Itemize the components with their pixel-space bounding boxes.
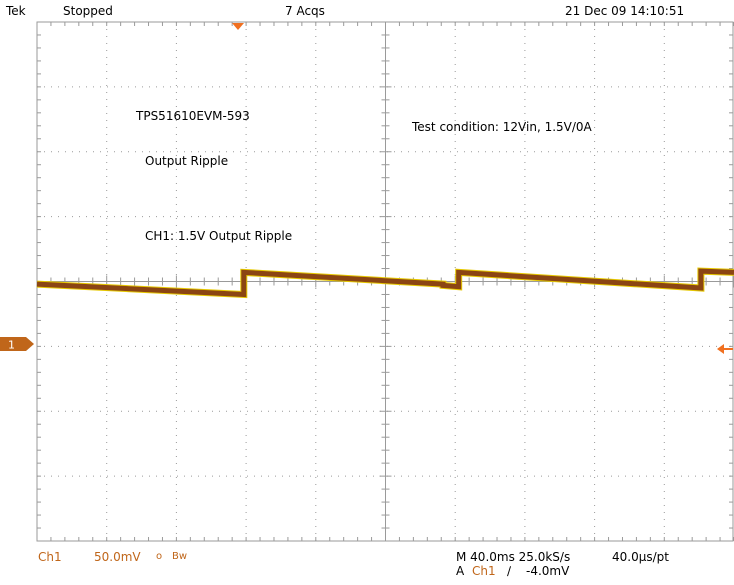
- trigger-level-marker[interactable]: [717, 344, 733, 354]
- brand-label: Tek: [6, 4, 26, 18]
- condition-annotation: Test condition: 12Vin, 1.5V/0A: [411, 120, 593, 134]
- trigger-slope-icon: ∕: [507, 564, 512, 578]
- trigger-level-readout: -4.0mV: [526, 564, 570, 578]
- timestamp: 21 Dec 09 14:10:51: [565, 4, 685, 18]
- channel-annotation: CH1: 1.5V Output Ripple: [145, 229, 292, 243]
- trigger-position-marker[interactable]: [232, 23, 244, 30]
- channel-label: Ch1: [38, 550, 62, 564]
- vertical-scale: 50.0mV: [94, 550, 141, 564]
- bandwidth-limit-label: Bw: [172, 551, 188, 562]
- sample-interval-readout: 40.0µs/pt: [612, 550, 669, 564]
- acquisition-state: Stopped: [63, 4, 113, 18]
- measurement-annotation: Output Ripple: [145, 154, 228, 168]
- board-annotation: TPS51610EVM-593: [135, 109, 250, 123]
- timebase-readout: M 40.0ms 25.0kS/s: [456, 550, 571, 564]
- trigger-channel: Ch1: [472, 564, 496, 578]
- trace-layer: [36, 267, 734, 299]
- channel-1-marker[interactable]: 1: [0, 337, 34, 352]
- trace-ch1: [36, 268, 734, 298]
- acquisition-count: 7 Acqs: [285, 4, 325, 18]
- trigger-prefix: A: [456, 564, 465, 578]
- coupling-icon: ο: [156, 551, 163, 562]
- channel-1-marker-label: 1: [8, 339, 15, 352]
